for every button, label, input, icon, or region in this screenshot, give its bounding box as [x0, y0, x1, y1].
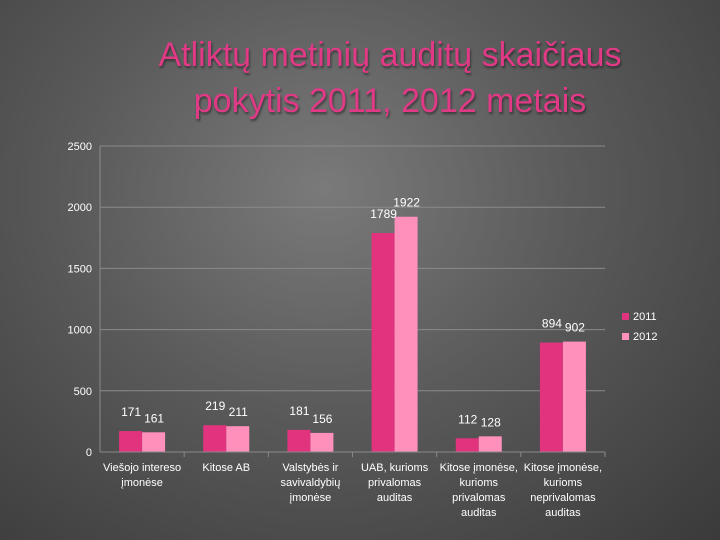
- legend-swatch-2012: [622, 333, 629, 340]
- category-label: auditas: [545, 507, 581, 519]
- category-label: auditas: [377, 492, 413, 504]
- data-label-2011: 112: [458, 412, 477, 426]
- category-label: Kitose įmonėse,: [440, 462, 518, 474]
- bar-2012: [478, 436, 502, 452]
- bar-2011: [455, 438, 479, 452]
- category-label: savivaldybių: [280, 477, 340, 489]
- category-label: Valstybės ir: [282, 462, 338, 474]
- chart-title: Atliktų metinių auditų skaičiaus pokytis…: [70, 32, 710, 124]
- bar-2012: [142, 432, 166, 452]
- title-line-2: pokytis 2011, 2012 metais: [193, 82, 587, 120]
- y-tick-label: 0: [86, 447, 92, 459]
- data-label-2011: 171: [121, 405, 141, 419]
- data-label-2012: 156: [312, 412, 332, 426]
- y-tick-label: 2000: [68, 202, 92, 214]
- category-label: kurioms: [459, 477, 498, 489]
- bar-2011: [287, 429, 311, 452]
- bar-2011: [371, 233, 395, 452]
- title-line-1: Atliktų metinių auditų skaičiaus: [158, 36, 622, 74]
- gridlines: [100, 145, 605, 453]
- category-label: UAB, kurioms: [361, 462, 429, 474]
- category-label: neprivalomas: [530, 492, 596, 504]
- legend-swatch-2011: [622, 313, 629, 320]
- legend-label-2011: 2011: [633, 311, 657, 323]
- y-tick-label: 500: [74, 386, 92, 398]
- category-label: įmonėse: [121, 477, 163, 489]
- y-tick-label: 2500: [68, 141, 92, 153]
- category-label: Kitose įmonėse,: [524, 462, 602, 474]
- bars: [119, 216, 586, 452]
- y-tick-label: 1000: [68, 325, 92, 337]
- y-tick-label: 1500: [68, 263, 92, 275]
- data-label-2012: 902: [565, 321, 585, 335]
- data-label-2012: 161: [144, 411, 164, 425]
- category-label: įmonėse: [290, 492, 332, 504]
- category-label: privalomas: [452, 492, 506, 504]
- bar-2011: [539, 342, 563, 452]
- bar-2012: [394, 216, 418, 452]
- data-label-2011: 219: [205, 399, 225, 413]
- data-label-2011: 894: [542, 317, 562, 331]
- category-label: kurioms: [544, 477, 583, 489]
- bar-2012: [226, 426, 250, 452]
- x-axis: Viešojo intereso įmonėse Kitose AB Valstybė…: [100, 451, 606, 519]
- bar-2011: [203, 425, 227, 452]
- data-label-2012: 211: [229, 405, 248, 419]
- data-label-2012: 128: [481, 415, 501, 429]
- legend: 2011 2012: [622, 311, 657, 343]
- category-label: privalomas: [368, 477, 422, 489]
- data-label-2011: 1789: [370, 207, 397, 221]
- bar-2011: [119, 431, 143, 452]
- data-label-2011: 181: [289, 404, 309, 418]
- category-label: Viešojo intereso: [103, 462, 181, 474]
- bar-2012: [310, 432, 334, 452]
- category-label: Kitose AB: [202, 462, 250, 474]
- legend-label-2012: 2012: [633, 331, 657, 343]
- data-label-2012: 1922: [393, 196, 420, 210]
- bar-2012: [562, 341, 586, 452]
- category-label: auditas: [461, 507, 497, 519]
- y-axis: 0 500 1000 1500 2000 2500: [68, 141, 101, 459]
